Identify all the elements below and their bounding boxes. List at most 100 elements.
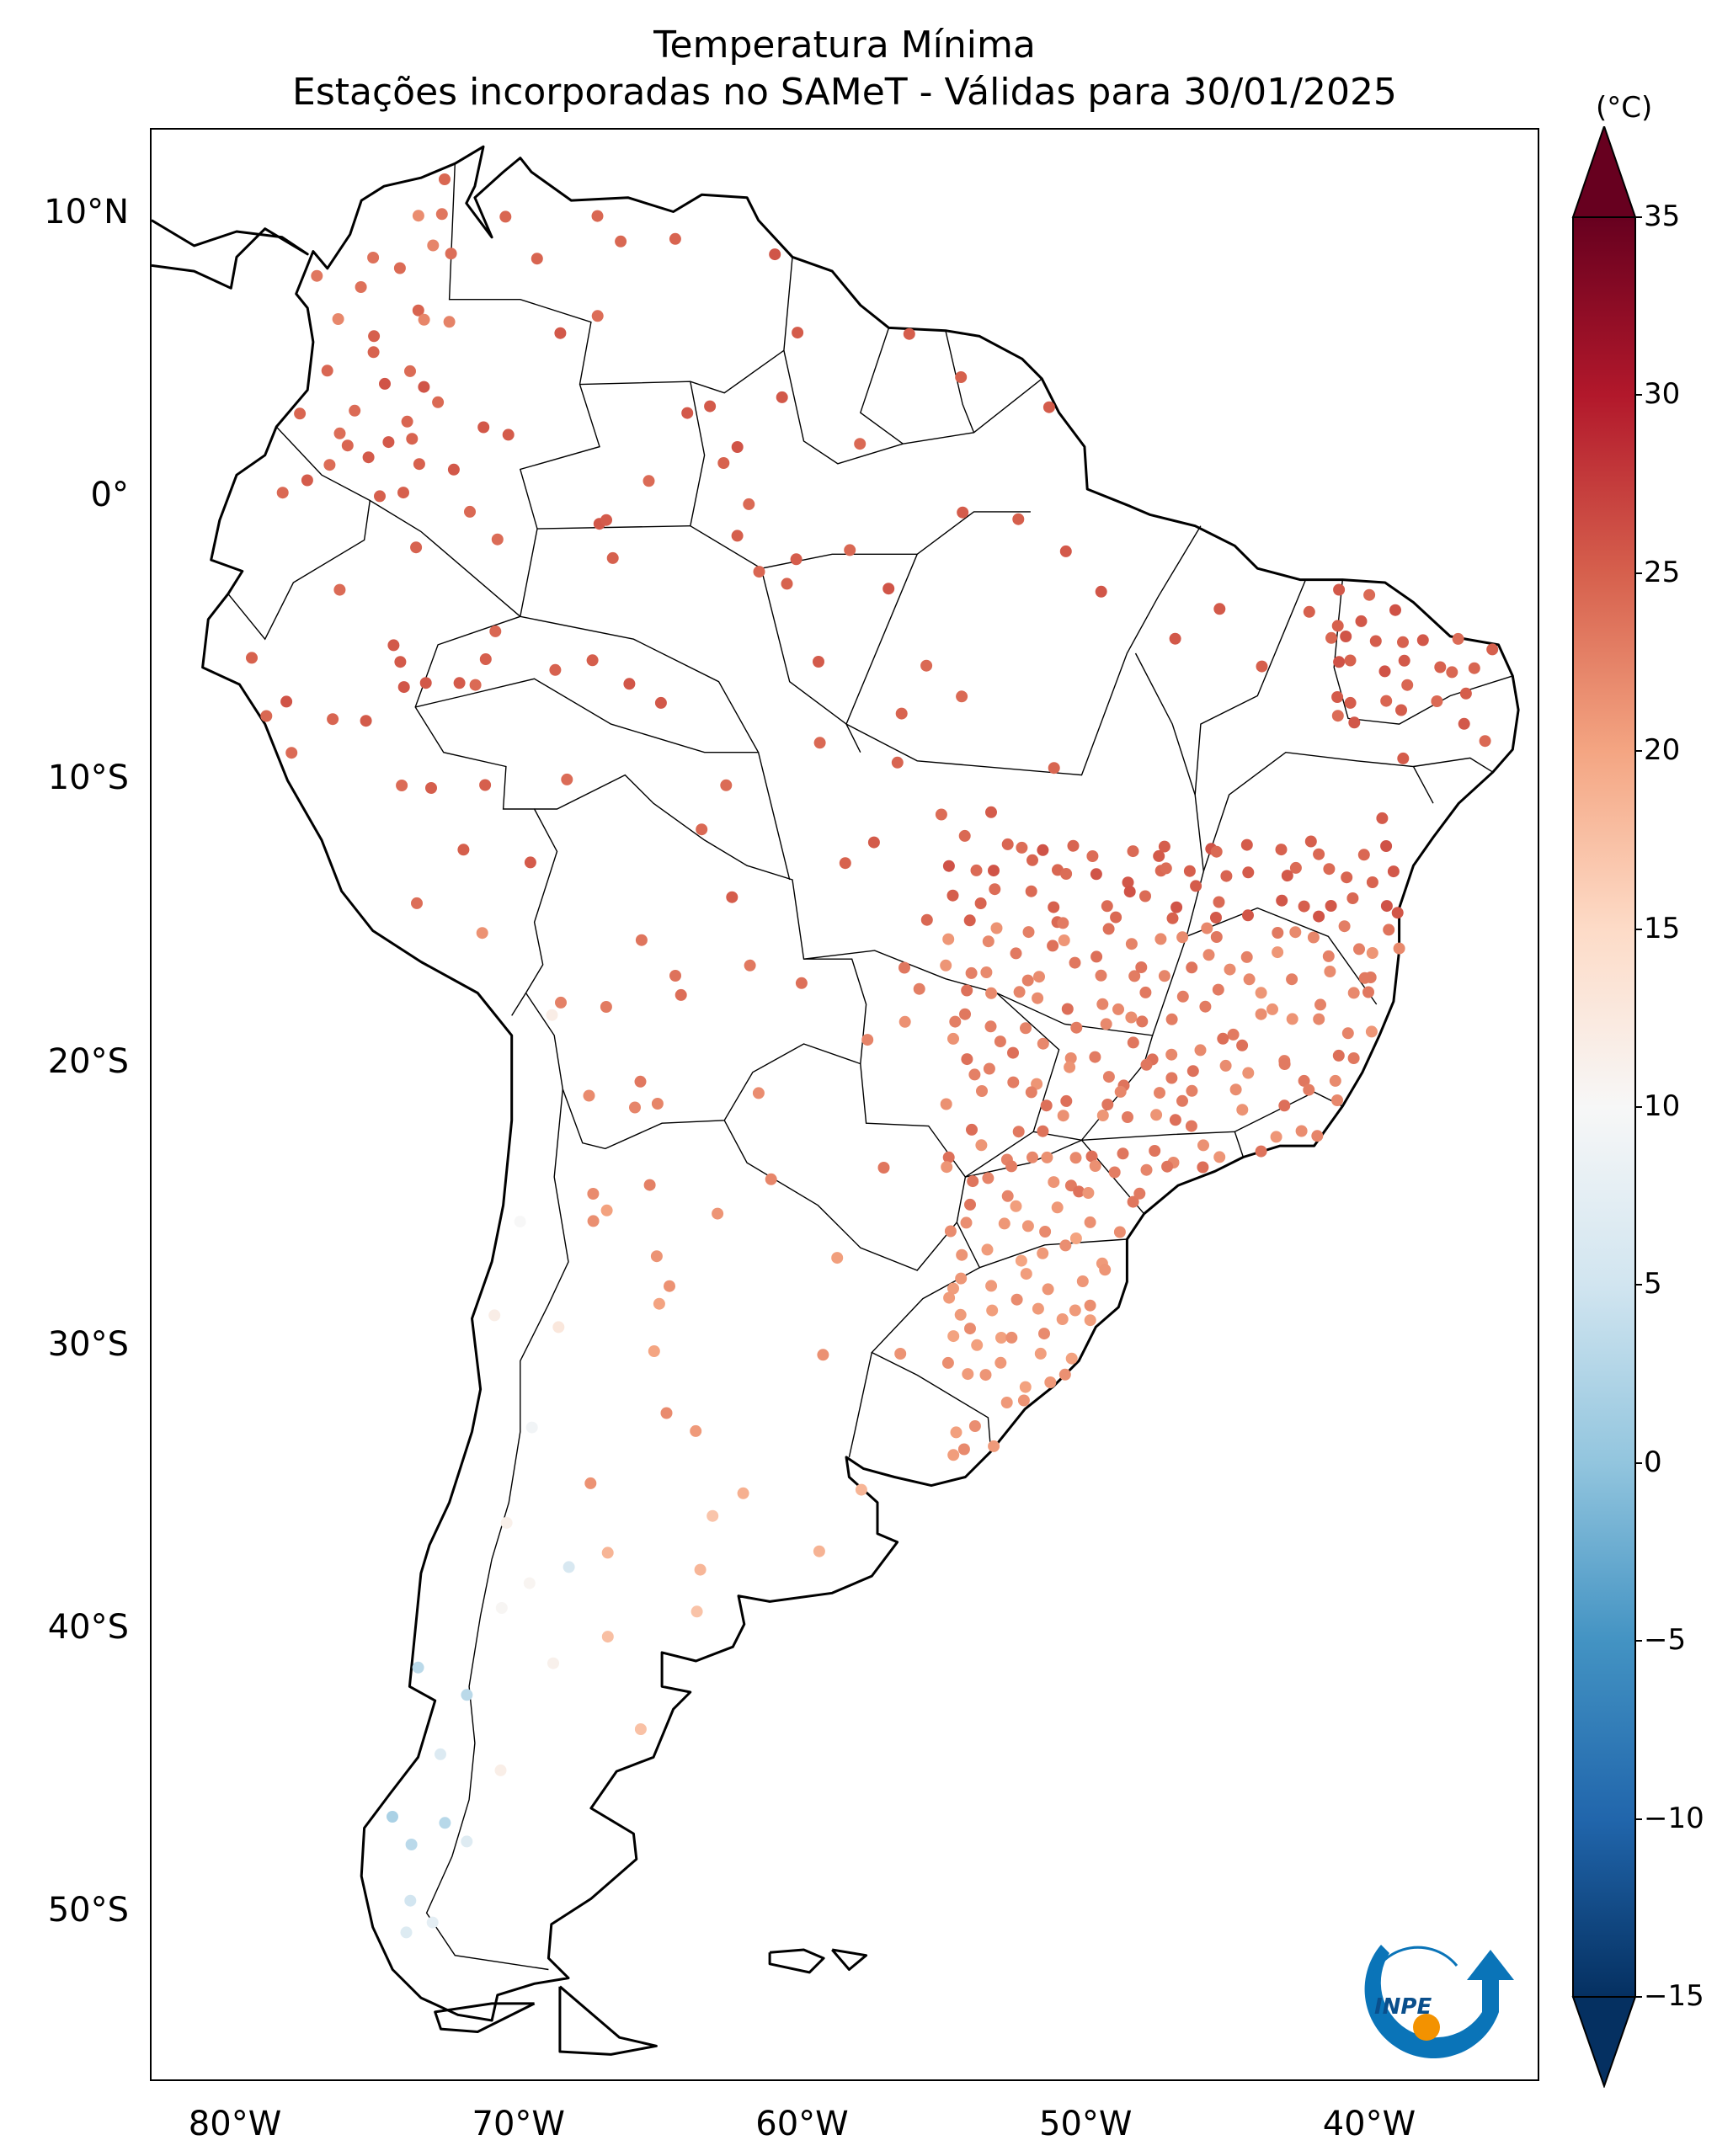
station-point (1322, 950, 1335, 962)
station-point (1160, 862, 1172, 875)
station-point (1095, 585, 1107, 598)
colorbar-tick-label: 15 (1644, 911, 1681, 945)
station-point (1398, 654, 1410, 667)
station-point (400, 1926, 413, 1939)
station-point (664, 1280, 675, 1292)
station-point (956, 1248, 968, 1261)
station-point (1468, 662, 1480, 674)
station-point (1069, 1152, 1082, 1164)
station-point (495, 1602, 508, 1614)
station-point (1095, 969, 1107, 982)
station-point (1149, 1145, 1161, 1157)
station-point (1197, 1139, 1209, 1152)
station-point (494, 1764, 507, 1776)
station-point (476, 927, 488, 940)
station-point (531, 253, 543, 265)
colorbar-tick-label: 10 (1644, 1089, 1681, 1123)
station-point (985, 806, 997, 818)
station-point (1255, 987, 1267, 999)
station-point (374, 490, 386, 503)
station-point (1289, 926, 1302, 939)
colorbar-tick-mark (1635, 1996, 1642, 1998)
station-point (1064, 1052, 1077, 1064)
station-point (958, 829, 971, 842)
station-point (1085, 1150, 1098, 1163)
station-point (1380, 900, 1393, 913)
station-point (854, 438, 866, 450)
station-point (769, 248, 781, 261)
station-point (1333, 656, 1346, 668)
station-point (994, 1035, 1006, 1048)
station-point (726, 891, 739, 903)
station-point (1344, 696, 1357, 709)
station-point (1127, 1195, 1139, 1208)
station-point (1001, 1190, 1014, 1202)
station-point (813, 656, 824, 668)
station-point (894, 1348, 907, 1360)
station-point (1212, 983, 1224, 996)
south-america-coastline (201, 145, 1520, 2022)
station-point (547, 1657, 559, 1669)
station-point (844, 544, 856, 556)
station-point (964, 1198, 976, 1211)
station-point (587, 1188, 600, 1200)
border-line (979, 1238, 1128, 1269)
station-point (1067, 839, 1080, 852)
station-point (276, 487, 289, 499)
station-point (1458, 717, 1470, 730)
station-point (651, 1098, 664, 1110)
station-point (387, 639, 400, 652)
station-point (1136, 1015, 1149, 1028)
station-point (546, 1009, 558, 1021)
station-point (1007, 1076, 1020, 1089)
colorbar-tick-label: −5 (1644, 1623, 1687, 1658)
station-point (898, 961, 910, 974)
station-point (464, 505, 476, 518)
station-point (959, 1008, 971, 1020)
station-point (1366, 876, 1378, 888)
station-point (1060, 1094, 1073, 1107)
station-point (712, 1207, 724, 1220)
colorbar-tick-mark (1635, 1106, 1642, 1108)
station-point (1059, 1239, 1072, 1252)
station-point (942, 1151, 955, 1163)
station-point (406, 433, 419, 445)
station-point (1380, 840, 1393, 852)
station-point (439, 173, 451, 185)
station-point (913, 982, 925, 995)
border-line (859, 327, 904, 445)
station-point (681, 407, 694, 419)
station-point (1089, 1051, 1101, 1063)
station-point (968, 1068, 981, 1081)
station-point (1013, 986, 1026, 998)
station-point (1158, 840, 1170, 853)
station-point (1102, 1071, 1115, 1083)
station-point (985, 1280, 998, 1292)
station-point (971, 1339, 984, 1351)
lat-tick-label: 10°N (44, 192, 129, 232)
station-point (1416, 634, 1429, 647)
station-point (643, 1179, 656, 1191)
station-point (1324, 966, 1336, 977)
station-point (1213, 896, 1225, 908)
map-panel[interactable] (150, 128, 1539, 2081)
station-point (1210, 912, 1222, 924)
station-point (1307, 931, 1320, 944)
station-point (1099, 1264, 1112, 1276)
colorbar-tick-mark (1635, 1818, 1642, 1820)
border-line (848, 1352, 872, 1458)
station-point (332, 313, 344, 325)
station-point (1255, 1008, 1267, 1020)
station-point (1084, 1299, 1096, 1312)
station-point (524, 856, 536, 869)
station-point (1217, 1032, 1229, 1045)
station-point (962, 1368, 974, 1381)
colorbar-tick-label: −15 (1644, 1979, 1704, 2013)
station-point (1032, 1302, 1044, 1315)
station-point (1176, 1094, 1188, 1107)
station-point (1127, 1036, 1139, 1049)
station-point (1303, 1083, 1315, 1096)
island-outline (768, 1948, 825, 1974)
station-point (1158, 970, 1170, 982)
station-point (341, 439, 354, 452)
